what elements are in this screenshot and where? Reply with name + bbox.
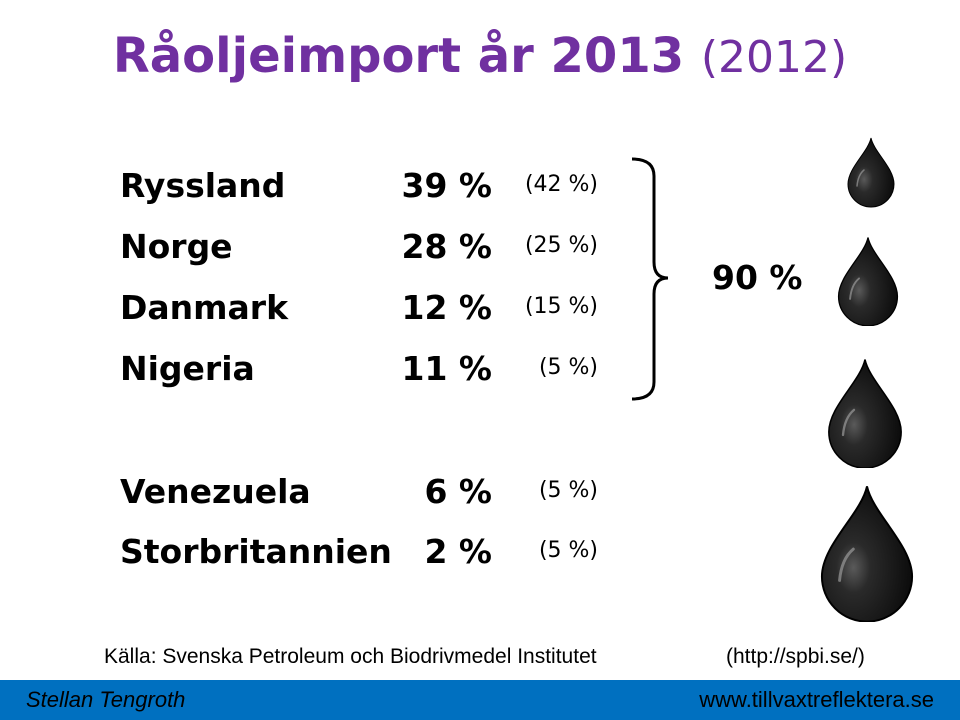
import-row: Venezuela 6 % (5 %) <box>0 472 640 528</box>
share-2013: 12 % <box>401 288 492 327</box>
footer-bar: Stellan Tengroth www.tillvaxtreflektera.… <box>0 680 960 720</box>
title-sub: (2012) <box>700 32 848 83</box>
share-2012: (15 %) <box>524 294 598 319</box>
share-2013: 6 % <box>424 472 492 511</box>
import-row: Nigeria 11 % (5 %) <box>0 349 640 405</box>
oil-drop-icon <box>836 236 900 326</box>
import-row: Norge 28 % (25 %) <box>0 227 640 283</box>
share-2013: 39 % <box>401 166 492 205</box>
share-2013: 11 % <box>401 349 492 388</box>
country-name: Danmark <box>120 288 289 327</box>
source-url: (http://spbi.se/) <box>726 645 865 668</box>
share-2012: (5 %) <box>538 538 598 563</box>
slide-title: Råoljeimport år 2013 (2012) <box>0 28 960 84</box>
country-name: Norge <box>120 227 233 266</box>
import-row: Danmark 12 % (15 %) <box>0 288 640 344</box>
share-2013: 28 % <box>401 227 492 266</box>
share-2012: (5 %) <box>538 355 598 380</box>
bracket-total: 90 % <box>712 258 803 297</box>
country-name: Nigeria <box>120 349 255 388</box>
country-name: Venezuela <box>120 472 311 511</box>
import-row: Ryssland 39 % (42 %) <box>0 166 640 222</box>
country-name: Storbritannien <box>120 532 392 571</box>
share-2012: (25 %) <box>524 233 598 258</box>
source-citation: Källa: Svenska Petroleum och Biodrivmede… <box>104 645 597 668</box>
import-row: Storbritannien 2 % (5 %) <box>0 532 640 588</box>
footer-website: www.tillvaxtreflektera.se <box>699 687 934 712</box>
oil-drop-icon <box>825 358 905 468</box>
oil-drop-icon <box>846 136 896 208</box>
share-2012: (42 %) <box>524 172 598 197</box>
oil-drop-icon <box>818 484 916 622</box>
footer-author: Stellan Tengroth <box>26 687 186 712</box>
curly-brace-icon <box>631 157 669 401</box>
country-name: Ryssland <box>120 166 286 205</box>
share-2012: (5 %) <box>538 478 598 503</box>
share-2013: 2 % <box>424 532 492 571</box>
title-main: Råoljeimport år 2013 <box>112 28 685 84</box>
